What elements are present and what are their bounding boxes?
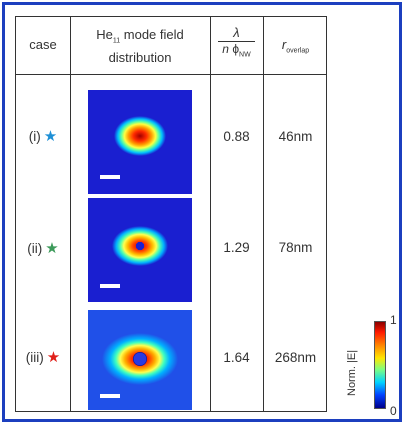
r-overlap-value: 268nm: [274, 350, 317, 365]
header-ratio: λ n ϕNW: [210, 25, 263, 58]
column-divider: [263, 17, 264, 411]
header-r-overlap: roverlap: [281, 37, 310, 55]
header-mode: He11 mode field distribution: [96, 27, 184, 65]
field-map: [88, 198, 192, 302]
ratio-value: 0.88: [223, 129, 250, 144]
ratio-value: 1.29: [223, 240, 250, 255]
star-icon: ★: [43, 128, 58, 145]
star-icon: ★: [45, 240, 59, 257]
r-overlap-value: 78nm: [278, 240, 313, 255]
mode-table: case He11 mode field distribution λ n ϕN…: [15, 16, 327, 412]
header-divider: [16, 74, 326, 75]
star-icon: ★: [46, 349, 61, 366]
figure-frame: [2, 2, 402, 422]
colorbar-min-label: 0: [390, 404, 397, 418]
field-map: [88, 310, 192, 410]
header-case: case: [29, 37, 57, 52]
field-map: [88, 90, 192, 194]
colorbar-max-label: 1: [390, 313, 397, 327]
case-label: (ii) ★: [27, 240, 59, 257]
case-label: (iii) ★: [25, 349, 61, 366]
colorbar: [374, 321, 386, 409]
column-divider: [210, 17, 211, 411]
column-divider: [70, 17, 71, 411]
scale-bar: [100, 394, 120, 398]
scale-bar: [100, 175, 120, 179]
case-label: (i) ★: [28, 128, 58, 145]
r-overlap-value: 46nm: [278, 129, 313, 144]
ratio-value: 1.64: [223, 350, 250, 365]
scale-bar: [100, 284, 120, 288]
colorbar-title: Norm. |E|: [346, 349, 358, 396]
